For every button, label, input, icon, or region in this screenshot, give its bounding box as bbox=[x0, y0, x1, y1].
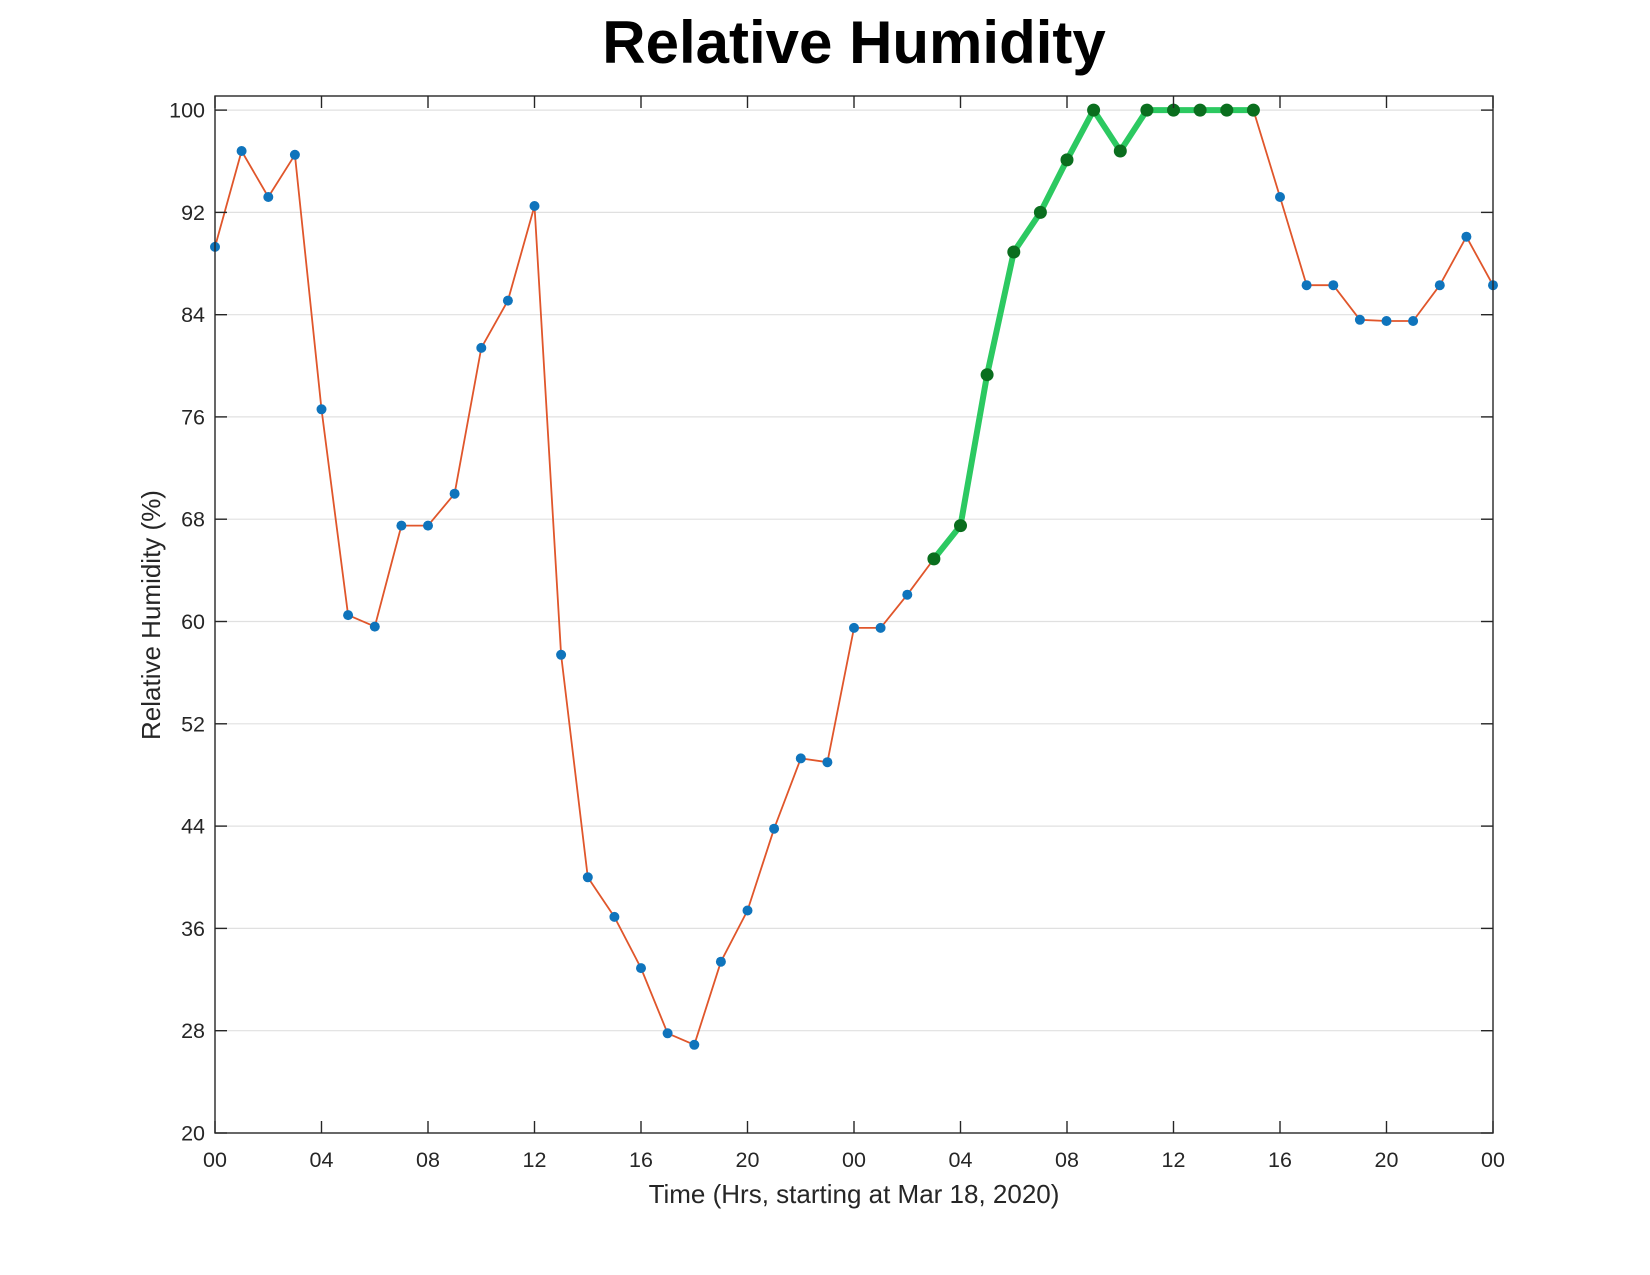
x-tick-label: 00 bbox=[1481, 1148, 1505, 1172]
data-point-marker bbox=[263, 192, 274, 202]
data-point-marker bbox=[502, 295, 513, 306]
highlighted-segment-line bbox=[930, 107, 1257, 562]
data-point-marker bbox=[609, 911, 620, 922]
data-point-marker bbox=[289, 149, 300, 160]
data-point-marker bbox=[1354, 314, 1365, 325]
highlighted-data-point-marker bbox=[1140, 103, 1154, 117]
highlighted-data-point-marker bbox=[1167, 103, 1180, 117]
humidity-line bbox=[214, 109, 1494, 1046]
x-tick-label: 04 bbox=[310, 1148, 334, 1172]
x-tick-label: 12 bbox=[523, 1148, 547, 1172]
highlighted-data-point-marker bbox=[1007, 245, 1021, 259]
data-point-marker bbox=[556, 649, 567, 660]
data-point-marker bbox=[1408, 316, 1419, 326]
x-tick-label: 20 bbox=[736, 1148, 760, 1172]
x-tick-label: 08 bbox=[416, 1148, 440, 1172]
data-point-marker bbox=[423, 520, 433, 531]
data-point-marker bbox=[236, 146, 247, 156]
data-point-marker bbox=[795, 753, 806, 764]
x-tick-label: 16 bbox=[1268, 1148, 1292, 1172]
plot-border bbox=[214, 95, 1494, 1134]
y-tick-label: 92 bbox=[181, 201, 205, 225]
y-tick-label: 20 bbox=[181, 1122, 205, 1146]
data-point-marker bbox=[822, 757, 833, 768]
highlighted-data-point-marker bbox=[1060, 153, 1074, 167]
data-point-marker bbox=[1381, 316, 1392, 326]
y-axis-label: Relative Humidity (%) bbox=[136, 490, 166, 740]
x-tick-label: 20 bbox=[1375, 1148, 1399, 1172]
y-tick-label: 28 bbox=[181, 1019, 205, 1043]
x-tick-label: 04 bbox=[949, 1148, 973, 1172]
highlighted-data-point-marker bbox=[1113, 144, 1127, 158]
data-point-marker bbox=[1434, 280, 1445, 291]
y-tick-label: 100 bbox=[169, 99, 205, 123]
data-point-marker bbox=[529, 201, 540, 211]
data-point-marker bbox=[689, 1039, 700, 1050]
data-point-marker bbox=[449, 488, 460, 499]
y-tick-label: 84 bbox=[181, 303, 205, 327]
data-point-marker bbox=[582, 872, 593, 883]
data-point-marker bbox=[343, 610, 354, 621]
highlighted-data-point-marker bbox=[1246, 103, 1260, 117]
highlighted-data-point-marker bbox=[1193, 103, 1207, 117]
data-point-marker bbox=[476, 342, 487, 353]
data-point-marker bbox=[662, 1028, 673, 1039]
data-point-marker bbox=[396, 520, 407, 531]
highlighted-data-point-marker bbox=[980, 368, 994, 382]
data-point-marker bbox=[849, 622, 859, 633]
highlighted-data-point-marker bbox=[1087, 103, 1101, 117]
data-point-marker bbox=[1461, 231, 1472, 242]
data-point-marker bbox=[742, 905, 753, 916]
y-tick-label: 76 bbox=[181, 405, 205, 429]
data-point-marker bbox=[769, 823, 780, 834]
data-point-marker bbox=[902, 589, 913, 600]
x-tick-label: 16 bbox=[629, 1148, 653, 1172]
data-point-marker bbox=[1328, 280, 1339, 291]
y-tick-label: 44 bbox=[181, 815, 205, 839]
chart-title: Relative Humidity bbox=[602, 9, 1106, 76]
data-point-marker bbox=[715, 956, 726, 967]
x-tick-label: 00 bbox=[203, 1148, 227, 1172]
highlighted-data-point-marker bbox=[1220, 103, 1234, 117]
highlighted-data-point-marker bbox=[954, 519, 967, 533]
x-tick-label: 12 bbox=[1162, 1148, 1186, 1172]
data-point-marker bbox=[1301, 280, 1312, 291]
data-point-marker bbox=[369, 621, 380, 632]
x-axis-label: Time (Hrs, starting at Mar 18, 2020) bbox=[648, 1179, 1060, 1209]
x-tick-label: 08 bbox=[1055, 1148, 1079, 1172]
x-tick-label: 00 bbox=[842, 1148, 866, 1172]
data-point-marker bbox=[875, 622, 886, 633]
y-tick-label: 36 bbox=[181, 917, 205, 941]
data-point-marker bbox=[316, 404, 327, 415]
y-tick-label: 68 bbox=[181, 508, 205, 532]
data-point-marker bbox=[636, 963, 646, 974]
highlighted-data-point-marker bbox=[1033, 205, 1047, 219]
data-point-marker bbox=[1275, 192, 1285, 202]
y-tick-label: 52 bbox=[181, 712, 205, 736]
y-tick-label: 60 bbox=[181, 610, 205, 634]
highlighted-data-point-marker bbox=[927, 552, 941, 566]
